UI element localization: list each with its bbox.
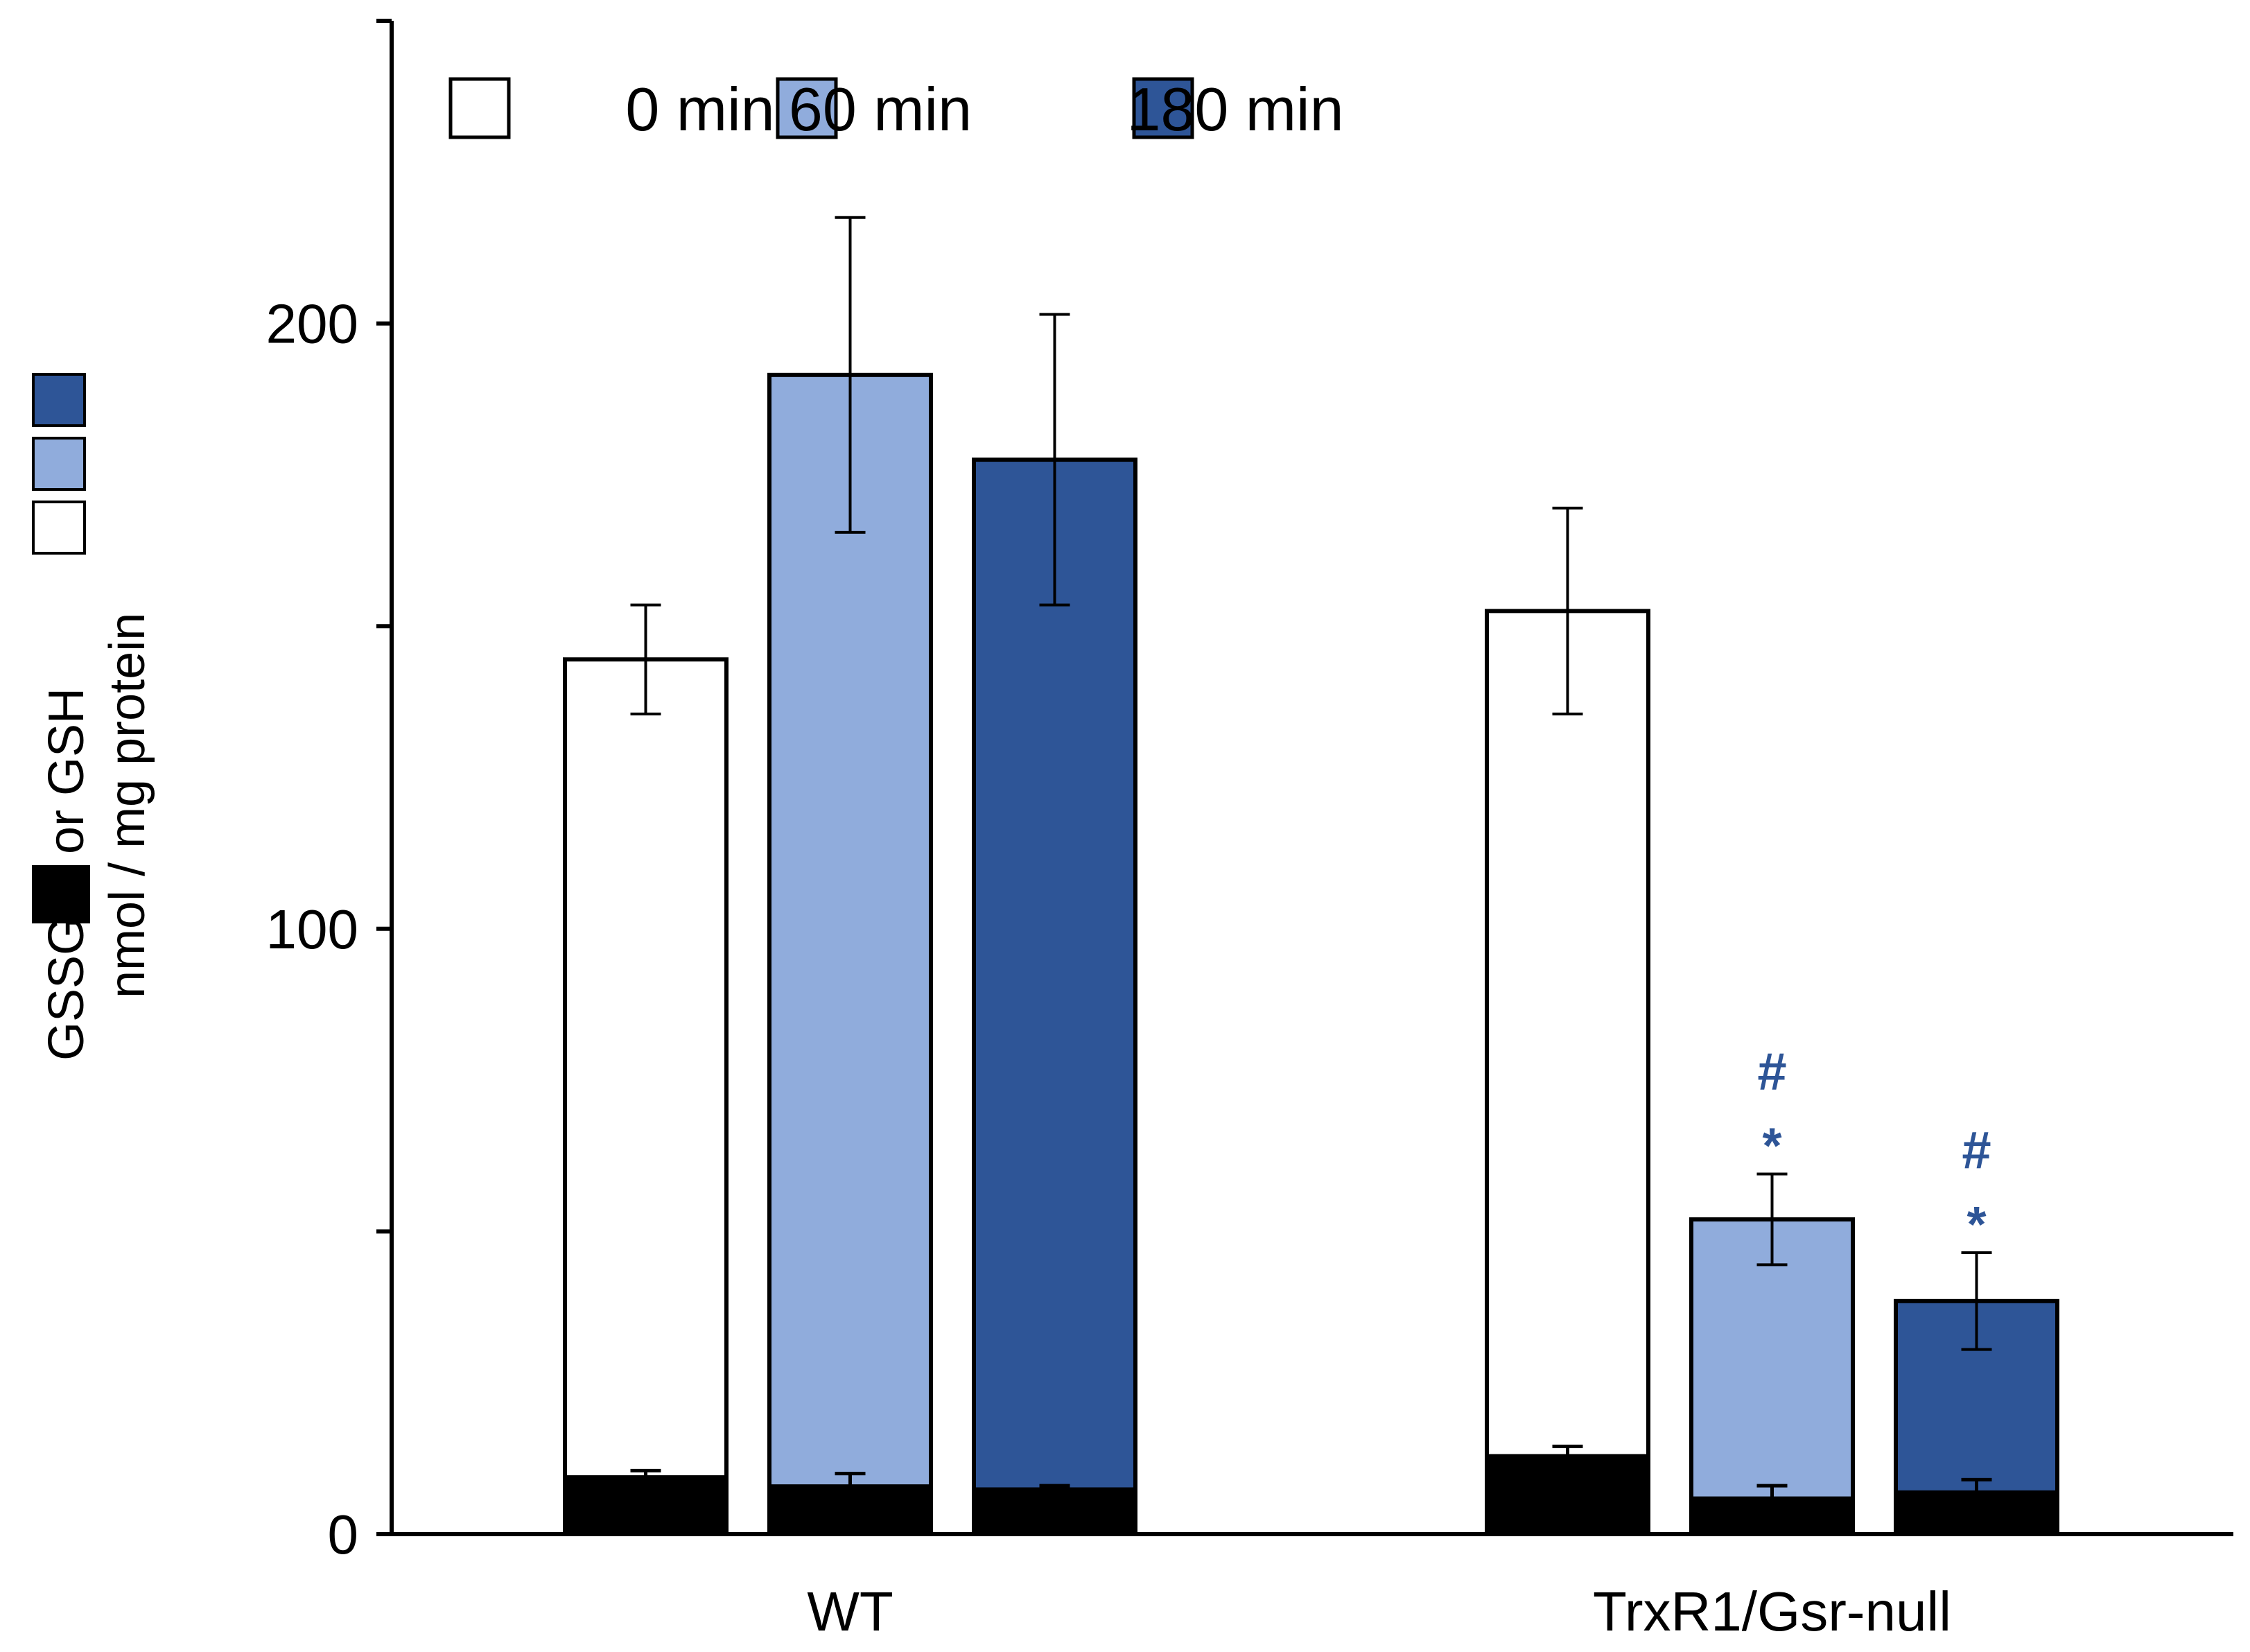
legend-swatch — [1132, 77, 1194, 139]
legend-swatch — [776, 77, 838, 139]
significance-hash: # — [1757, 1042, 1786, 1101]
bar-gsh — [1485, 609, 1650, 1536]
y-tick-label: 200 — [266, 293, 358, 355]
y-axis-label-units: nmol / mg protein — [100, 613, 155, 998]
y-tick-label: 100 — [266, 898, 358, 960]
legend: 0 min 60 min 180 min — [448, 75, 1344, 144]
category-label: WT — [807, 1581, 893, 1642]
significance-hash: # — [1962, 1121, 1991, 1180]
y-axis-label: GSSG or GSH nmol / mg protein — [32, 373, 155, 1061]
y-label-swatch-gsh — [32, 501, 86, 555]
y-label-swatch-gssg — [32, 865, 90, 923]
y-label-swatch-gsh — [32, 437, 86, 491]
legend-item: 0 min — [448, 75, 775, 144]
y-axis-label-gssg: GSSG — [39, 916, 94, 1061]
bar-gsh — [767, 372, 933, 1536]
category-label: TrxR1/Gsr-null — [1593, 1581, 1951, 1642]
bar-gssg — [1690, 1496, 1854, 1536]
significance-star: * — [1762, 1118, 1781, 1174]
bar-gsh — [563, 657, 729, 1537]
legend-label: 60 min — [789, 75, 972, 144]
annotations-layer: * # * # — [1757, 1042, 1991, 1253]
legend-label: 0 min — [625, 75, 774, 144]
bar-gssg — [768, 1484, 932, 1536]
y-label-swatch-gsh — [32, 373, 86, 427]
bar-gsh — [972, 458, 1137, 1537]
legend-item: 180 min — [1126, 75, 1343, 144]
bars-layer — [563, 216, 2059, 1537]
bar-gssg — [973, 1487, 1137, 1536]
y-tick-label: 0 — [328, 1504, 359, 1565]
y-axis-label-group: GSSG or GSH nmol / mg protein — [32, 373, 155, 1061]
axes-layer: 0 100 200 WT TrxR1/Gsr-null — [266, 19, 2233, 1642]
legend-swatch — [448, 77, 511, 139]
legend-label: 180 min — [1126, 75, 1343, 144]
bar-gssg — [1894, 1490, 2059, 1536]
y-axis-label-gsh: or GSH — [39, 688, 94, 854]
bar-gssg — [564, 1475, 728, 1536]
bar-gssg — [1485, 1454, 1650, 1536]
significance-star: * — [1966, 1197, 1986, 1253]
legend-item: 60 min — [776, 75, 972, 144]
